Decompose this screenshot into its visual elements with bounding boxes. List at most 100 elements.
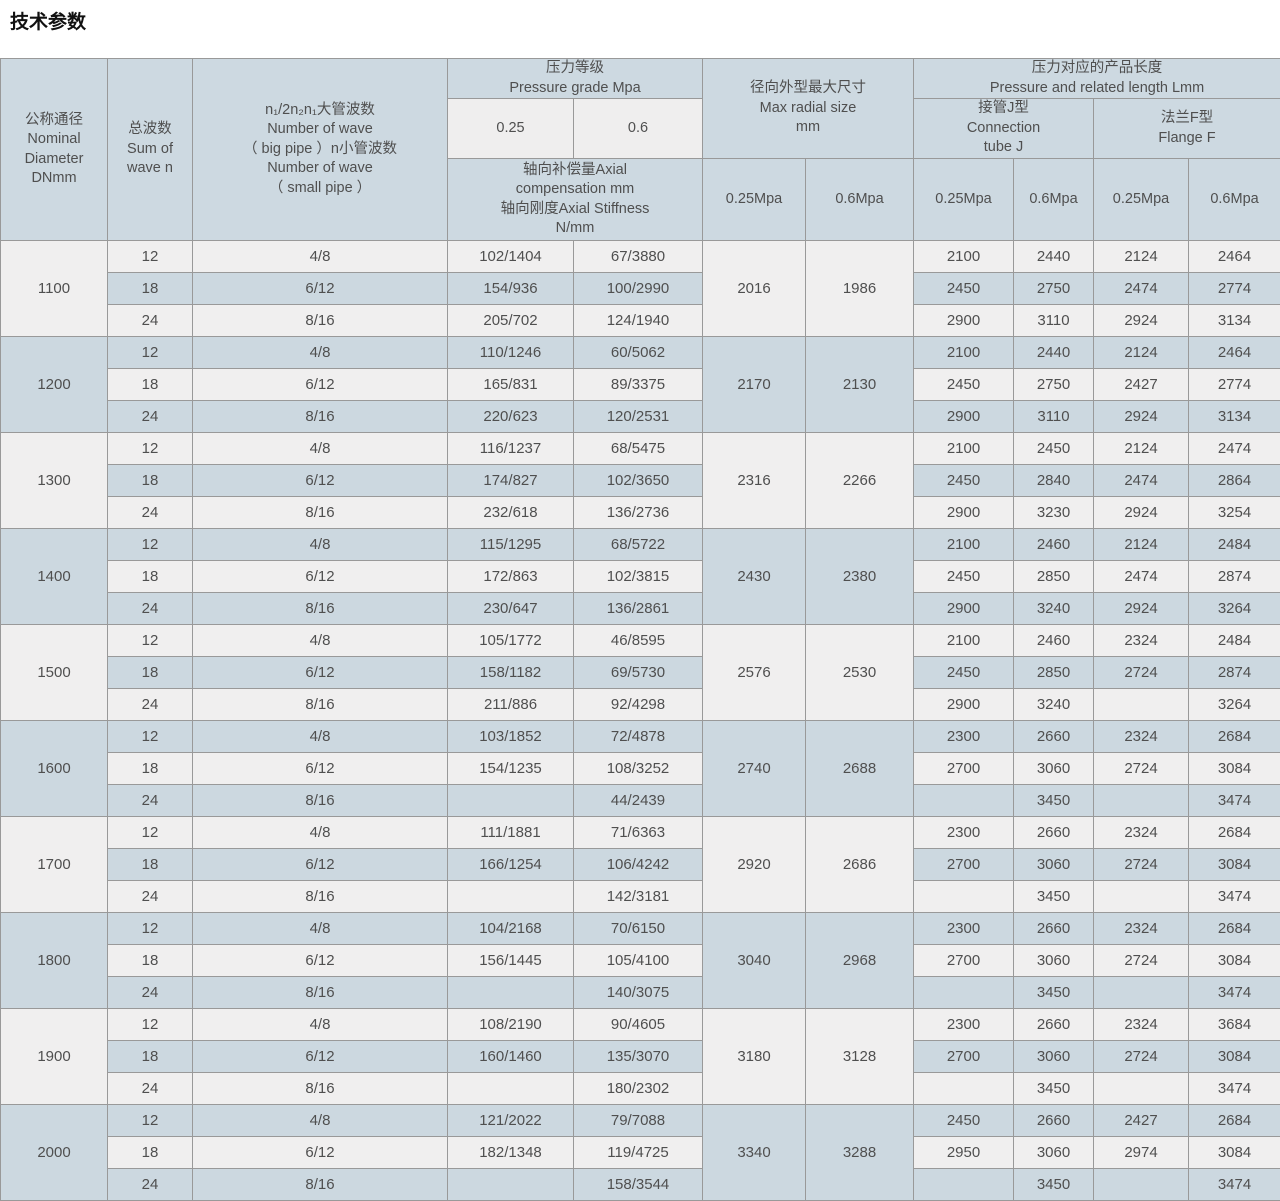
cell-axial-06: 68/5722 [574, 529, 703, 561]
cell-wave-number: 4/8 [193, 721, 448, 753]
cell-length-f-06mpa: 2874 [1189, 657, 1280, 689]
cell-length-f-06mpa: 2684 [1189, 913, 1280, 945]
cell-length-f-06mpa: 2464 [1189, 337, 1280, 369]
cell-sum-of-wave: 18 [108, 465, 193, 497]
cell-length-j-025mpa: 2950 [914, 1137, 1014, 1169]
cell-axial-025: 182/1348 [448, 1137, 574, 1169]
cell-length-f-06mpa: 3084 [1189, 945, 1280, 977]
cell-length-j-06mpa: 2840 [1014, 465, 1094, 497]
cell-radial-025mpa: 3180 [703, 1009, 806, 1105]
cell-sum-of-wave: 18 [108, 753, 193, 785]
cell-sum-of-wave: 12 [108, 241, 193, 273]
cell-wave-number: 6/12 [193, 1137, 448, 1169]
cell-wave-number: 4/8 [193, 1105, 448, 1137]
cell-wave-number: 6/12 [193, 465, 448, 497]
cell-axial-025: 121/2022 [448, 1105, 574, 1137]
cell-length-j-06mpa: 2440 [1014, 337, 1094, 369]
cell-length-j-025mpa: 2700 [914, 1041, 1014, 1073]
header-radial-025mpa: 0.25Mpa [703, 159, 806, 241]
cell-length-j-06mpa: 2850 [1014, 561, 1094, 593]
cell-sum-of-wave: 12 [108, 1105, 193, 1137]
cell-wave-number: 6/12 [193, 657, 448, 689]
cell-length-j-025mpa: 2450 [914, 657, 1014, 689]
cell-length-f-025mpa [1094, 977, 1189, 1009]
cell-radial-06mpa: 2380 [806, 529, 914, 625]
cell-axial-025: 174/827 [448, 465, 574, 497]
cell-length-j-06mpa: 3060 [1014, 753, 1094, 785]
header-f-025mpa: 0.25Mpa [1094, 159, 1189, 241]
cell-length-f-06mpa: 3474 [1189, 1169, 1280, 1201]
cell-axial-06: 69/5730 [574, 657, 703, 689]
cell-length-j-025mpa: 2700 [914, 753, 1014, 785]
cell-length-f-025mpa: 2124 [1094, 529, 1189, 561]
cell-axial-06: 46/8595 [574, 625, 703, 657]
cell-axial-06: 60/5062 [574, 337, 703, 369]
cell-length-f-025mpa: 2474 [1094, 561, 1189, 593]
cell-length-j-06mpa: 2660 [1014, 721, 1094, 753]
cell-wave-number: 4/8 [193, 337, 448, 369]
cell-length-f-06mpa: 3264 [1189, 689, 1280, 721]
cell-wave-number: 4/8 [193, 913, 448, 945]
cell-wave-number: 8/16 [193, 497, 448, 529]
cell-radial-025mpa: 2920 [703, 817, 806, 913]
cell-length-j-025mpa: 2450 [914, 369, 1014, 401]
cell-radial-06mpa: 3288 [806, 1105, 914, 1201]
cell-axial-025: 110/1246 [448, 337, 574, 369]
cell-length-j-06mpa: 2460 [1014, 625, 1094, 657]
cell-sum-of-wave: 12 [108, 721, 193, 753]
cell-length-f-025mpa [1094, 1073, 1189, 1105]
cell-length-f-025mpa: 2724 [1094, 849, 1189, 881]
cell-sum-of-wave: 24 [108, 881, 193, 913]
cell-length-f-06mpa: 2774 [1189, 273, 1280, 305]
cell-length-f-06mpa: 2684 [1189, 721, 1280, 753]
cell-length-j-025mpa: 2450 [914, 1105, 1014, 1137]
cell-length-j-025mpa [914, 881, 1014, 913]
cell-sum-of-wave: 24 [108, 977, 193, 1009]
cell-sum-of-wave: 18 [108, 945, 193, 977]
header-pressure-025: 0.25 [448, 99, 574, 159]
cell-axial-06: 124/1940 [574, 305, 703, 337]
cell-nominal-diameter: 1200 [1, 337, 108, 433]
cell-axial-025 [448, 785, 574, 817]
cell-length-f-025mpa: 2724 [1094, 945, 1189, 977]
cell-length-f-025mpa: 2324 [1094, 721, 1189, 753]
cell-length-j-06mpa: 2660 [1014, 1105, 1094, 1137]
cell-length-f-06mpa: 3084 [1189, 849, 1280, 881]
cell-radial-025mpa: 2016 [703, 241, 806, 337]
cell-axial-06: 71/6363 [574, 817, 703, 849]
cell-length-j-06mpa: 2660 [1014, 817, 1094, 849]
cell-length-j-025mpa: 2300 [914, 1009, 1014, 1041]
cell-radial-025mpa: 2576 [703, 625, 806, 721]
cell-nominal-diameter: 1500 [1, 625, 108, 721]
cell-axial-025: 158/1182 [448, 657, 574, 689]
cell-length-f-025mpa: 2427 [1094, 369, 1189, 401]
cell-length-f-025mpa: 2924 [1094, 497, 1189, 529]
cell-length-j-025mpa: 2900 [914, 497, 1014, 529]
cell-radial-025mpa: 3340 [703, 1105, 806, 1201]
cell-length-f-06mpa: 2484 [1189, 625, 1280, 657]
cell-length-j-025mpa: 2300 [914, 817, 1014, 849]
cell-length-f-06mpa: 2774 [1189, 369, 1280, 401]
cell-nominal-diameter: 1800 [1, 913, 108, 1009]
cell-length-f-06mpa: 3084 [1189, 1137, 1280, 1169]
cell-sum-of-wave: 18 [108, 1137, 193, 1169]
cell-radial-06mpa: 3128 [806, 1009, 914, 1105]
cell-radial-06mpa: 1986 [806, 241, 914, 337]
cell-wave-number: 4/8 [193, 433, 448, 465]
cell-length-f-025mpa [1094, 881, 1189, 913]
cell-radial-06mpa: 2688 [806, 721, 914, 817]
cell-radial-06mpa: 2686 [806, 817, 914, 913]
cell-length-f-025mpa: 2924 [1094, 401, 1189, 433]
